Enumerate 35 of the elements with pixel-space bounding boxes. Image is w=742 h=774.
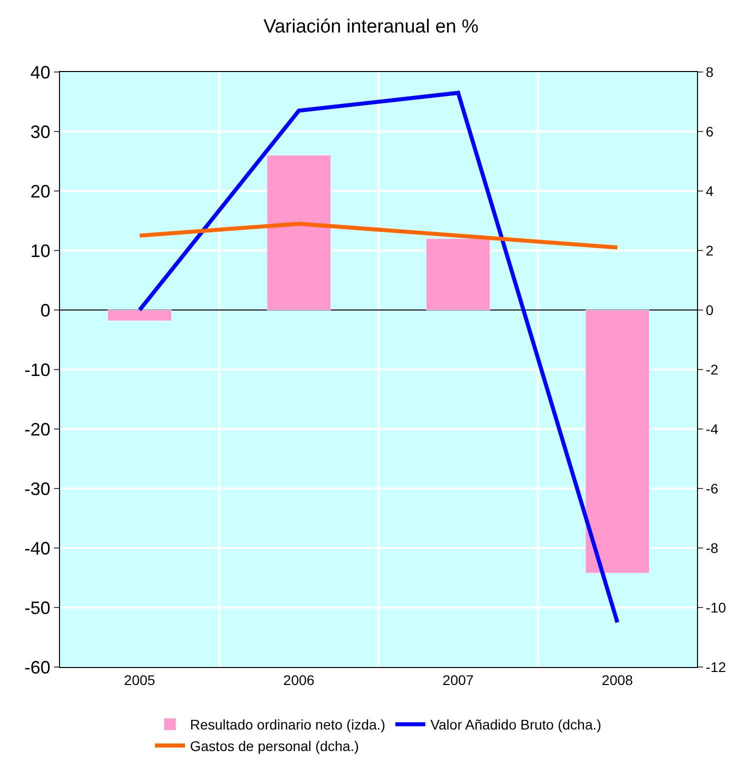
y2-tick-label: -2 [706, 361, 718, 378]
y-tick-label: -10 [24, 360, 50, 380]
bar [266, 155, 331, 310]
y-tick-label: 0 [40, 300, 50, 320]
y2-tick-label: -12 [706, 658, 726, 675]
y2-tick-label: 0 [706, 302, 714, 318]
y2-tick-label: 8 [706, 64, 714, 80]
y2-tick-label: -6 [706, 480, 718, 496]
x-tick-label: 2005 [124, 672, 156, 688]
y-tick-label: -30 [24, 478, 50, 499]
y-tick-label: -50 [24, 598, 50, 618]
legend-label: Resultado ordinario neto (izda.) [190, 716, 386, 733]
bar [108, 310, 172, 321]
y-tick-label: 40 [30, 62, 50, 82]
y2-tick-label: 6 [706, 123, 714, 140]
y2-tick-label: 4 [706, 182, 714, 199]
y2-tick-label: -4 [706, 420, 718, 437]
legend-label: Gastos de personal (dcha.) [190, 738, 359, 754]
bar [426, 238, 490, 310]
y-tick-label: -60 [24, 657, 50, 678]
y-tick-label: -20 [24, 419, 50, 440]
legend-label: Valor Añadido Bruto (dcha.) [430, 716, 602, 733]
y2-tick-label: -8 [706, 540, 718, 556]
y-tick-label: 30 [30, 122, 50, 142]
x-tick-label: 2006 [283, 672, 315, 688]
chart-title: Variación interanual en % [263, 16, 479, 38]
line-series [138, 90, 620, 624]
y-tick-label: 10 [30, 240, 50, 261]
x-tick-label: 2007 [442, 672, 474, 688]
bar [585, 310, 650, 574]
y2-tick-label: -10 [706, 599, 726, 616]
y2-tick-label: 2 [706, 242, 714, 258]
y-tick-label: 20 [30, 181, 50, 202]
x-tick-label: 2008 [602, 672, 634, 688]
y-tick-label: -40 [24, 538, 50, 558]
